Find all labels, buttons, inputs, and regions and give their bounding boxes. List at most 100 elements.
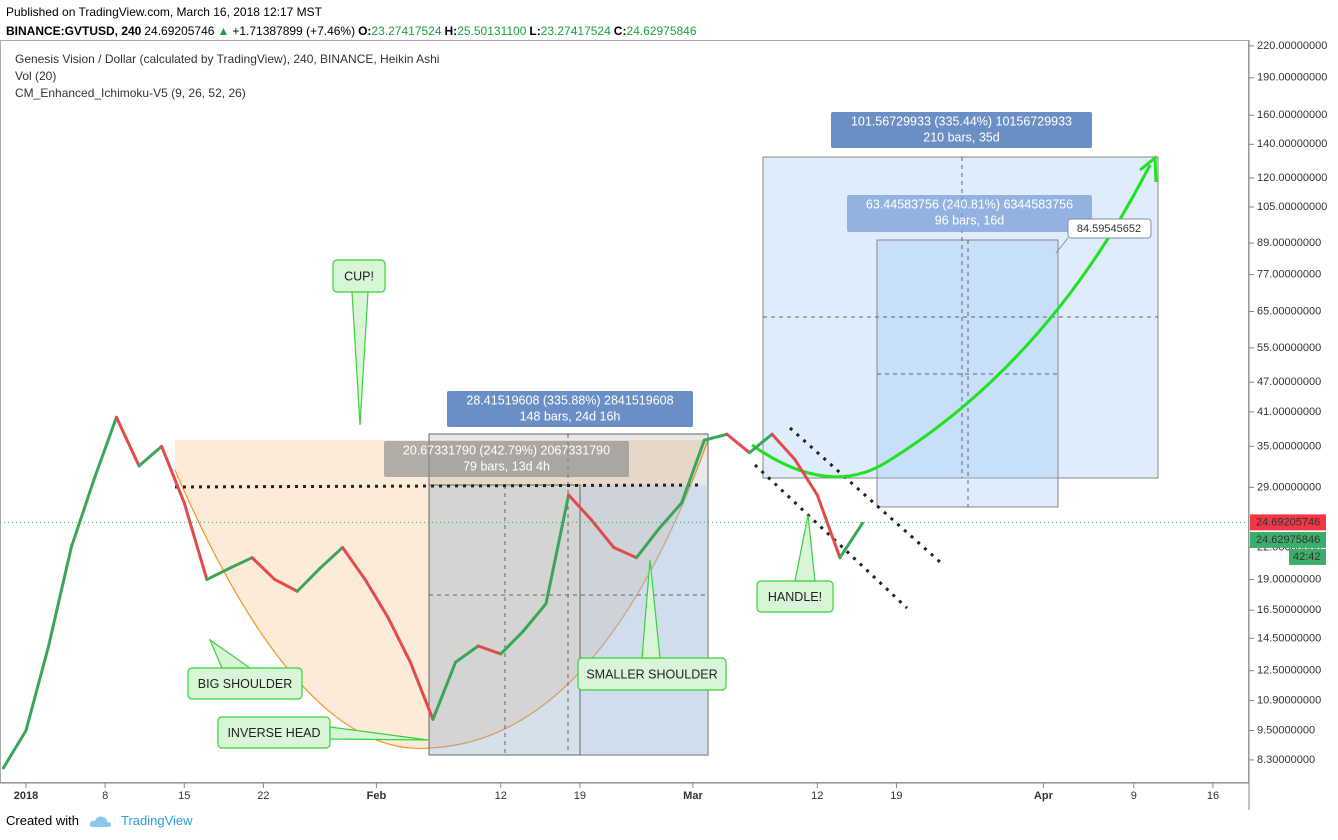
price-segment	[567, 493, 593, 522]
measure-label: 210 bars, 35d	[923, 130, 999, 144]
price-segment	[363, 577, 390, 619]
c-label: C:	[613, 24, 627, 38]
indicator: Vol (20)	[15, 69, 56, 83]
price-segment	[160, 444, 186, 505]
x-tick-label: 19	[890, 790, 902, 802]
measure-label: 79 bars, 13d 4h	[463, 459, 550, 473]
price-segment	[612, 546, 638, 560]
target-label-bg	[1067, 218, 1152, 239]
y-tick-label: 65.00000000	[1257, 305, 1321, 317]
countdown: 42:42	[1293, 551, 1321, 563]
y-tick-label: 35.00000000	[1257, 440, 1321, 452]
open: 23.27417524	[371, 24, 442, 38]
price-label-bg	[1250, 531, 1326, 548]
low: 23.27417524	[540, 24, 611, 38]
trend-line	[789, 426, 941, 564]
price-segment	[815, 493, 842, 560]
y-tick-label: 105.00000000	[1257, 201, 1327, 213]
callout: SMALLER SHOULDER	[577, 559, 727, 691]
created-with: Created with	[6, 813, 79, 828]
callout-cover	[219, 718, 329, 747]
price-segment	[544, 493, 571, 606]
x-tick-label: Apr	[1034, 790, 1054, 802]
symbol: BINANCE:GVTUSD, 240	[6, 24, 142, 38]
price-segment	[69, 478, 96, 550]
y-tick-label: 55.00000000	[1257, 342, 1321, 354]
y-tick-label: 9.50000000	[1257, 724, 1315, 736]
measure-label-bg	[831, 112, 1092, 148]
header: Published on TradingView.com, March 16, …	[6, 3, 700, 41]
callout-pointer	[794, 514, 816, 582]
measure-label: 96 bars, 16d	[935, 213, 1005, 227]
y-tick-label: 41.00000000	[1257, 406, 1321, 418]
published: Published on TradingView.com, March 16, …	[6, 5, 322, 19]
y-tick-label: 89.00000000	[1257, 237, 1321, 249]
o-label: O:	[358, 24, 372, 38]
price-label: 24.69205746	[1256, 516, 1320, 528]
y-tick-label: 47.00000000	[1257, 376, 1321, 388]
price-segment	[770, 432, 797, 461]
target-pointer	[1055, 237, 1069, 254]
x-tick-label: 2018	[14, 790, 38, 802]
brand: TradingView	[120, 813, 193, 828]
callout: INVERSE HEAD	[217, 716, 429, 749]
y-tick-label: 16.50000000	[1257, 604, 1321, 616]
price-segment	[137, 444, 164, 468]
countdown-bg	[1289, 548, 1326, 565]
x-tick-label: 12	[811, 790, 823, 802]
y-tick-label: 190.00000000	[1257, 72, 1327, 84]
price-label: 24.62975846	[1256, 534, 1320, 546]
price-segment	[702, 432, 729, 442]
x-tick-label: 12	[495, 790, 507, 802]
l-label: L:	[529, 24, 541, 38]
last: 24.69205746	[144, 24, 215, 38]
callout-text: CUP!	[344, 269, 374, 283]
callout-pointer	[351, 291, 369, 426]
price-segment	[408, 660, 435, 721]
price-segment	[182, 501, 209, 581]
price-segment	[205, 566, 231, 581]
measure-label: 28.41519608 (335.88%) 2841519608	[466, 393, 673, 407]
price-segment	[386, 615, 412, 664]
x-tick-label: 15	[178, 790, 190, 802]
y-tick-label: 220.00000000	[1257, 40, 1327, 52]
h-label: H:	[444, 24, 458, 38]
callout-pointer	[641, 559, 661, 659]
price-segment	[634, 527, 661, 560]
y-tick-label: 140.00000000	[1257, 138, 1327, 150]
indicator: CM_Enhanced_Ichimoku-V5 (9, 26, 52, 26)	[15, 86, 246, 100]
price-segment	[1, 728, 28, 770]
projection-arrow	[751, 164, 1152, 479]
y-tick-label: 120.00000000	[1257, 172, 1327, 184]
callout-cover	[334, 261, 384, 291]
price-segment	[431, 660, 458, 721]
price-segment	[295, 566, 322, 593]
y-tick-label: 160.00000000	[1257, 109, 1327, 121]
callout-pointer	[329, 726, 429, 741]
measure-box	[580, 485, 708, 755]
callout-text: SMALLER SHOULDER	[586, 667, 717, 681]
callout-text: HANDLE!	[768, 590, 822, 604]
price-segment	[838, 521, 865, 560]
trend-line	[753, 463, 909, 610]
callout-cover	[758, 582, 832, 611]
y-tick-label: 10.90000000	[1257, 694, 1321, 706]
y-tick-label: 19.00000000	[1257, 573, 1321, 585]
measure-label: 101.56729933 (335.44%) 10156729933	[851, 114, 1072, 128]
price-segment	[227, 556, 254, 570]
price-segment	[657, 501, 684, 531]
callout: CUP!	[332, 259, 386, 426]
price-segment	[250, 556, 277, 581]
price-segment	[793, 457, 819, 497]
quote-line: BINANCE:GVTUSD, 240 24.69205746 ▲ +1.713878…	[6, 22, 700, 41]
callout: HANDLE!	[756, 514, 834, 613]
price-segment	[47, 546, 73, 648]
price-segment	[521, 602, 548, 633]
x-tick-label: Mar	[683, 790, 703, 802]
arrow: ▲	[217, 24, 230, 38]
measure-label: 148 bars, 24d 16h	[520, 409, 621, 423]
callout-text: BIG SHOULDER	[198, 677, 292, 691]
price-label-bg	[1250, 514, 1326, 531]
cup-curve	[174, 439, 709, 750]
x-tick-label: 19	[574, 790, 586, 802]
